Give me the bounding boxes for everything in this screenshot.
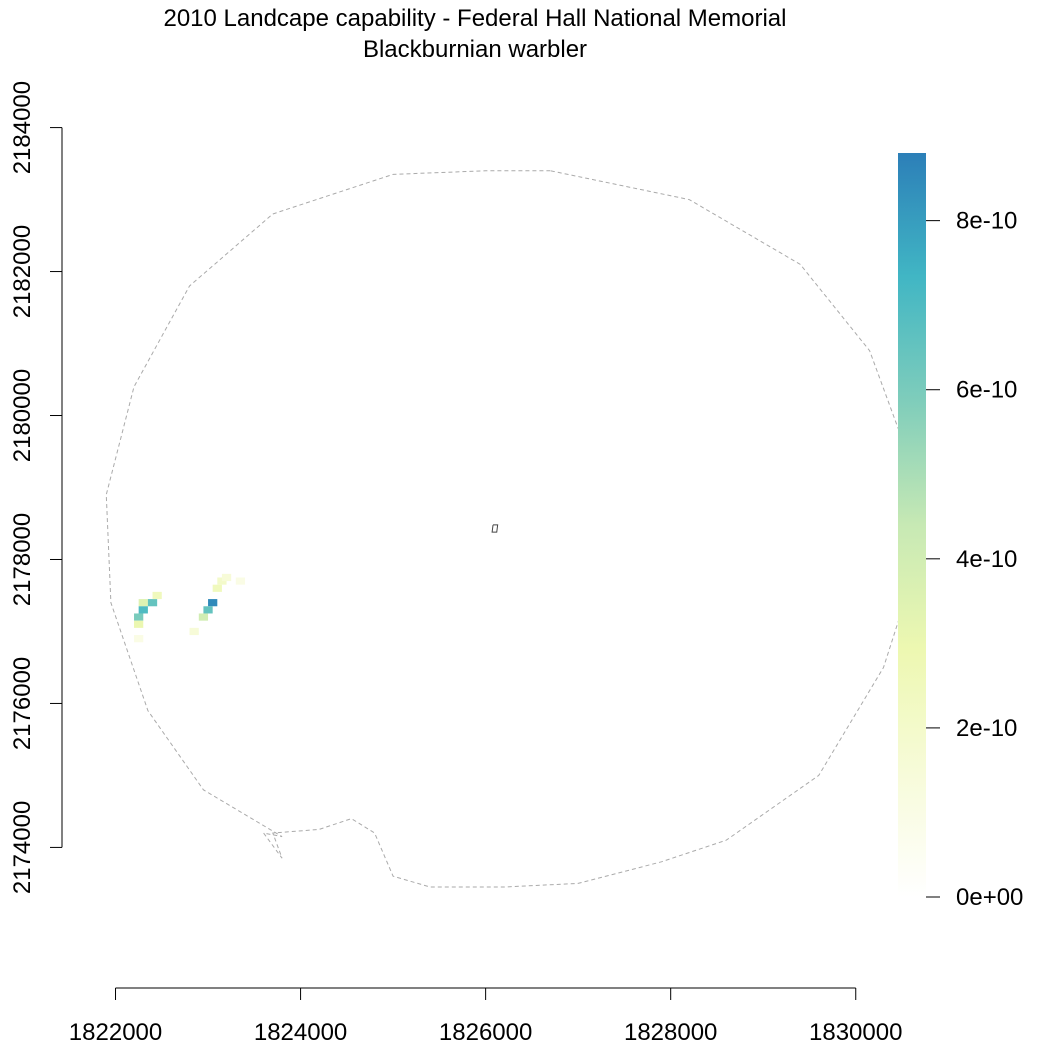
y-tick-label: 2180000 bbox=[9, 369, 36, 462]
raster-cell bbox=[134, 635, 144, 643]
raster-cell bbox=[203, 606, 213, 614]
raster-cell bbox=[208, 599, 218, 607]
study-area-layer bbox=[105, 170, 917, 888]
legend-tick-label: 0e+00 bbox=[956, 884, 1023, 911]
raster-cell bbox=[138, 606, 148, 614]
y-tick-label: 2174000 bbox=[9, 801, 36, 894]
raster-cell bbox=[134, 613, 144, 621]
park-boundary bbox=[491, 524, 499, 533]
y-axis: 2174000 2176000 2178000 2180000 2182000 21840… bbox=[9, 81, 63, 894]
y-tick-label: 2178000 bbox=[9, 513, 36, 606]
x-tick-label: 1828000 bbox=[624, 1019, 717, 1046]
x-tick-label: 1824000 bbox=[254, 1019, 347, 1046]
chart-subtitle: Blackburnian warbler bbox=[362, 36, 588, 63]
legend-tick-label: 6e-10 bbox=[956, 377, 1017, 404]
raster-cells-layer bbox=[134, 573, 246, 643]
y-tick-label: 2176000 bbox=[9, 657, 36, 750]
x-tick-label: 1826000 bbox=[439, 1019, 532, 1046]
legend-colorbar bbox=[898, 153, 926, 897]
raster-cell bbox=[147, 599, 158, 607]
legend-tick-label: 4e-10 bbox=[956, 546, 1017, 573]
raster-cell bbox=[198, 613, 209, 621]
raster-cell bbox=[212, 584, 222, 592]
raster-cell bbox=[217, 577, 227, 585]
y-tick-label: 2182000 bbox=[9, 225, 36, 318]
legend-tick-label: 8e-10 bbox=[956, 208, 1017, 235]
raster-cell bbox=[221, 573, 232, 582]
color-legend: 0e+00 2e-10 4e-10 6e-10 8e-10 bbox=[898, 153, 1023, 911]
x-tick-label: 1830000 bbox=[809, 1019, 902, 1046]
chart-title: 2010 Landcape capability - Federal Hall … bbox=[163, 5, 787, 32]
x-axis: 1822000 1824000 1826000 1828000 1830000 bbox=[69, 987, 902, 1046]
raster-cell bbox=[152, 591, 162, 600]
raster-cell bbox=[235, 577, 246, 585]
raster-cell bbox=[134, 620, 144, 628]
y-tick-label: 2184000 bbox=[9, 81, 36, 174]
x-tick-label: 1822000 bbox=[69, 1019, 162, 1046]
legend-tick-label: 2e-10 bbox=[956, 715, 1017, 742]
raster-cell bbox=[189, 627, 199, 636]
study-area-boundary bbox=[105, 170, 917, 888]
raster-cell bbox=[138, 599, 148, 607]
